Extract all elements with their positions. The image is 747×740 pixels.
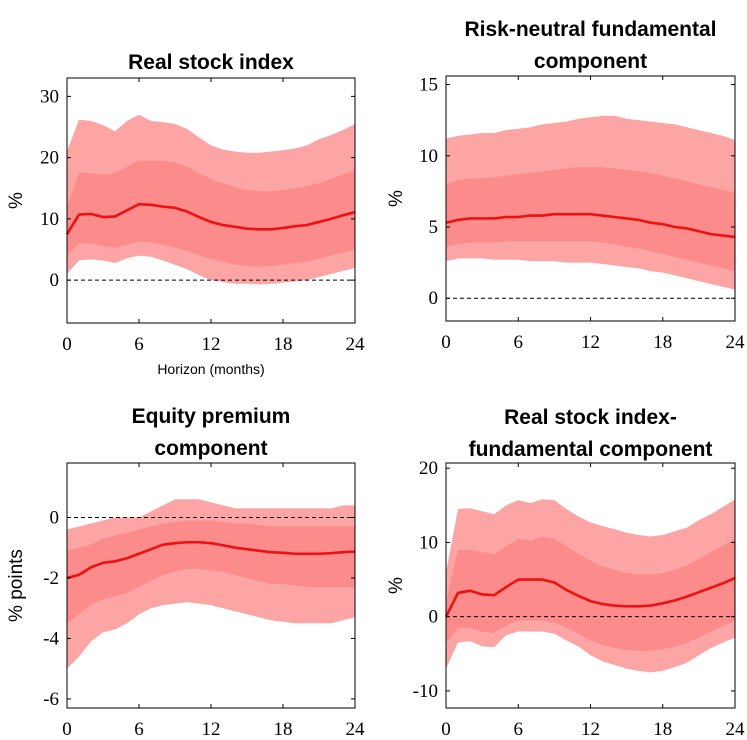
median-line <box>65 202 356 235</box>
x-tick-label: 12 <box>581 332 600 353</box>
y-axis-label: % points <box>6 549 27 622</box>
y-tick-label: 0 <box>429 607 439 628</box>
y-axis-label: % <box>386 190 407 207</box>
inner-band <box>67 520 355 624</box>
y-tick-label: -6 <box>43 689 59 710</box>
chart-title-line: Risk-neutral fundamental <box>464 18 716 41</box>
y-axis-label: % <box>386 577 407 594</box>
y-tick-label: 30 <box>40 86 59 107</box>
x-tick-label: 24 <box>726 719 746 740</box>
chart-title-line: component <box>534 50 647 73</box>
y-axis-label: % <box>6 192 27 209</box>
y-tick-label: -2 <box>43 568 59 589</box>
panel-risk-neutral-fundamental-component: Risk-neutral fundamental component 0 6 12 18 2… <box>386 18 745 353</box>
x-tick-label: 6 <box>514 719 524 740</box>
x-tick-label: 18 <box>274 719 293 740</box>
x-tick-label: 12 <box>581 719 600 740</box>
y-tick-label: 10 <box>40 209 59 230</box>
median-line <box>445 212 736 239</box>
x-tick-label: 6 <box>134 334 144 355</box>
y-tick-label: 10 <box>419 146 438 167</box>
x-tick-label: 0 <box>441 332 451 353</box>
x-tick-label: 6 <box>514 332 524 353</box>
x-axis-label: Horizon (months) <box>157 361 264 377</box>
x-tick-label: 24 <box>346 334 366 355</box>
y-tick-label: -4 <box>43 628 59 649</box>
chart-title-line: component <box>154 437 267 460</box>
median-line <box>444 576 736 618</box>
x-tick-label: 18 <box>653 719 672 740</box>
y-tick-label: 0 <box>50 270 60 291</box>
inner-band <box>67 160 355 267</box>
chart-title-line: Real stock index <box>128 51 294 74</box>
y-tick-label: 0 <box>50 507 60 528</box>
x-tick-label: 0 <box>62 334 72 355</box>
y-tick-label: 20 <box>419 458 438 479</box>
x-tick-label: 12 <box>202 334 221 355</box>
inner-band <box>446 536 735 651</box>
y-tick-label: 20 <box>40 148 59 169</box>
x-tick-label: 6 <box>134 719 144 740</box>
chart-title-line: Equity premium <box>132 405 291 428</box>
x-tick-label: 0 <box>62 719 72 740</box>
y-tick-label: -10 <box>413 681 438 702</box>
panel-real-stock-index: Real stock index 0 6 12 18 24 0 10 20 30% Horizon … <box>6 51 365 377</box>
panel-real-stock-index-minus-fundamental: Real stock index-fundamental component 0 6… <box>386 406 745 740</box>
chart-title-line: fundamental component <box>469 438 713 461</box>
y-tick-label: 15 <box>419 75 438 96</box>
chart-title-line: Real stock index- <box>504 406 677 429</box>
x-tick-label: 24 <box>726 332 746 353</box>
y-tick-label: 0 <box>429 288 439 309</box>
x-tick-label: 12 <box>202 719 221 740</box>
y-tick-label: 10 <box>419 532 438 553</box>
median-line <box>66 540 356 580</box>
panel-equity-premium-component: Equity premium component 0 6 12 18 24 -6 -4 -2 0 % … <box>6 405 365 740</box>
x-tick-label: 24 <box>346 719 366 740</box>
x-tick-label: 18 <box>653 332 672 353</box>
inner-band <box>446 167 735 272</box>
x-tick-label: 18 <box>274 334 293 355</box>
x-tick-label: 0 <box>441 719 451 740</box>
y-tick-label: 5 <box>429 217 439 238</box>
